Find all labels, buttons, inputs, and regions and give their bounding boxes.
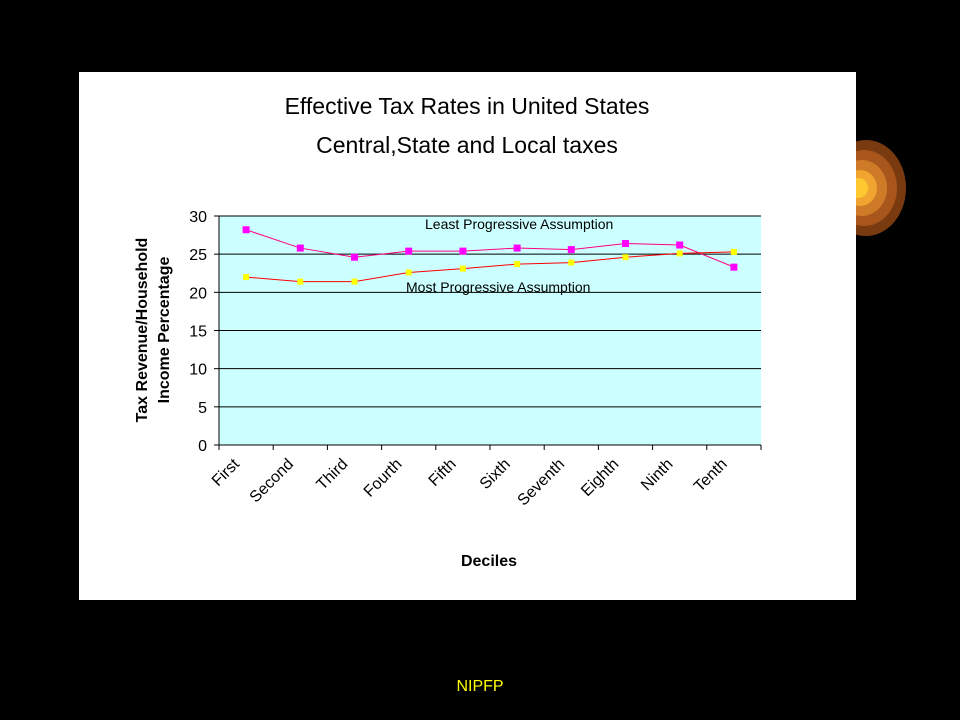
- series-label-least: Least Progressive Assumption: [425, 216, 613, 232]
- y-tick-label: 0: [198, 438, 207, 455]
- chart-title: Effective Tax Rates in United States: [285, 93, 650, 119]
- x-tick-label: Seventh: [515, 456, 569, 510]
- line-chart: 0 5 10 15 20 25 30 First Second Third Fourth Fifth…: [134, 93, 762, 570]
- x-tick-label: Fourth: [361, 456, 406, 501]
- data-point-least: [405, 247, 413, 255]
- y-axis-title-line1: Tax Revenue/Household: [134, 238, 151, 423]
- data-point-least: [351, 253, 358, 261]
- y-axis-title-line2: Income Percentage: [156, 257, 173, 404]
- data-point-least: [296, 244, 304, 252]
- data-point-most: [243, 274, 250, 281]
- y-tick-label: 5: [198, 400, 207, 417]
- data-point-most: [405, 269, 412, 276]
- data-point-most: [351, 278, 358, 285]
- data-point-least: [459, 247, 467, 255]
- data-point-least: [242, 226, 250, 234]
- data-point-most: [676, 250, 683, 257]
- chart-subtitle: Central,State and Local taxes: [316, 132, 618, 158]
- data-point-most: [568, 259, 575, 266]
- data-point-most: [297, 278, 304, 285]
- series-label-most: Most Progressive Assumption: [406, 279, 590, 295]
- series-line-most: [246, 251, 734, 283]
- data-point-least: [676, 241, 684, 249]
- x-tick-label: First: [209, 455, 243, 489]
- x-tick-label: Second: [247, 456, 297, 506]
- x-tick-label: Ninth: [638, 456, 676, 494]
- x-tick-label: Eighth: [578, 456, 622, 500]
- data-point-most: [514, 261, 521, 268]
- y-tick-label: 30: [189, 209, 207, 226]
- data-point-least: [622, 239, 629, 247]
- chart-card: 0 5 10 15 20 25 30 First Second Third Fourth Fifth…: [79, 72, 856, 600]
- x-tick-label: Tenth: [691, 456, 731, 496]
- data-point-most: [622, 254, 629, 261]
- data-point-least: [730, 263, 738, 271]
- y-tick-label: 15: [189, 324, 207, 341]
- data-point-least: [567, 246, 575, 254]
- x-tick-label: Fifth: [426, 456, 460, 490]
- data-point-least: [513, 244, 521, 252]
- x-tick-label: Third: [314, 456, 352, 494]
- data-point-most: [730, 248, 737, 255]
- x-tick-label: Sixth: [477, 456, 514, 493]
- series-line-least: [245, 229, 735, 268]
- slide-footer: NIPFP: [456, 678, 504, 695]
- y-tick-label: 25: [189, 247, 207, 264]
- y-tick-label: 20: [189, 285, 207, 302]
- y-tick-label: 10: [189, 362, 207, 379]
- x-axis-title: Deciles: [461, 553, 517, 570]
- data-point-most: [459, 265, 466, 272]
